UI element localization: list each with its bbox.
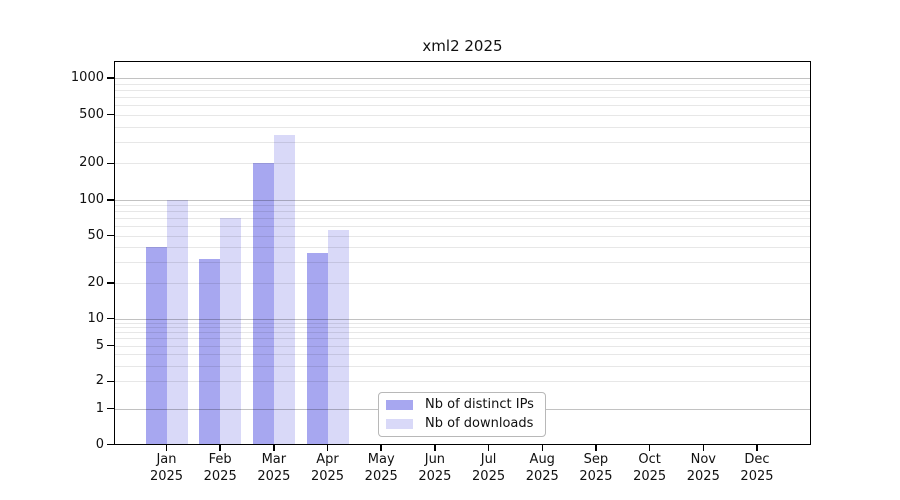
x-axis-tick-label: Nov 2025 [686,452,720,484]
y-tick-mark [107,317,114,320]
x-tick-mark [326,445,329,451]
gridline-minor [114,96,811,98]
gridline-minor [114,282,811,284]
plot-area [114,61,811,445]
x-tick-mark [702,445,705,451]
gridline-minor [114,261,811,263]
gridline-minor [114,163,811,165]
y-tick-mark [107,113,114,116]
y-axis-tick-label: 2 [95,373,104,389]
x-axis-tick-label: May 2025 [364,452,398,484]
gridline-minor [114,218,811,220]
y-tick-mark [107,380,114,383]
legend-item-downloads: Nb of downloads [386,416,545,432]
grid-layer [114,61,811,445]
y-axis-tick-label: 50 [87,227,104,243]
x-tick-mark [541,445,543,451]
gridline-minor [114,365,811,367]
gridline-minor [114,247,811,249]
gridline-major [114,318,811,320]
bar-nb-of-downloads [220,217,242,445]
gridline-minor [114,105,811,107]
legend-swatch-distinct-ips [386,400,413,410]
gridline-minor [114,83,811,85]
bar-nb-of-distinct-ips [199,258,221,445]
gridline-minor [114,381,811,383]
bar-nb-of-downloads [327,229,349,445]
gridline-minor [114,205,811,207]
y-tick-mark [107,162,114,165]
gridline-minor [114,332,811,334]
gridline-minor [114,114,811,116]
x-axis-tick-label: Sep 2025 [579,452,613,484]
x-tick-mark [273,445,275,451]
y-axis-tick-label: 200 [79,155,104,171]
bar-nb-of-downloads [273,135,295,445]
gridline-major [114,78,811,79]
gridline-minor [114,354,811,356]
x-tick-mark [648,445,651,451]
x-tick-mark [487,445,490,451]
x-axis-tick-label: Jan 2025 [149,452,184,484]
legend-item-distinct-ips: Nb of distinct IPs [386,397,545,413]
bar-nb-of-distinct-ips [145,247,167,445]
gridline-minor [114,126,811,128]
y-axis-tick-label: 1000 [70,70,104,85]
x-axis-tick-label: Dec 2025 [740,452,774,484]
y-axis-tick-label: 10 [87,310,104,326]
legend-label-downloads: Nb of downloads [425,416,534,431]
gridline-minor [114,338,811,340]
x-axis-tick-label: Jun 2025 [418,452,452,484]
y-axis-tick-label: 500 [79,106,104,122]
x-axis-tick-label: Aug 2025 [525,452,559,484]
gridline-minor [114,327,811,329]
y-axis-tick-label: 1 [95,400,104,416]
gridline-minor [114,89,811,91]
y-tick-mark [107,77,114,79]
x-tick-mark [434,445,436,451]
gridline-minor [114,345,811,347]
gridline-minor [114,211,811,213]
y-tick-mark [107,407,114,410]
x-tick-mark [165,445,168,451]
x-tick-mark [380,445,382,451]
legend-label-distinct-ips: Nb of distinct IPs [425,397,534,412]
gridline-major [114,200,811,201]
legend: Nb of distinct IPs Nb of downloads [378,392,546,437]
y-axis-tick-label: 100 [79,192,104,207]
x-tick-mark [219,445,221,451]
x-axis-tick-label: Apr 2025 [310,452,345,484]
bar-nb-of-distinct-ips [306,252,328,445]
gridline-minor [114,226,811,228]
y-axis-tick-label: 5 [95,337,104,353]
y-tick-mark [107,344,114,347]
bar-nb-of-distinct-ips [252,163,274,445]
y-axis-tick-label: 0 [95,436,104,452]
y-tick-mark [107,282,114,284]
x-tick-mark [756,445,758,451]
y-tick-mark [107,199,114,201]
x-axis-tick-label: Jul 2025 [472,452,506,484]
bar-nb-of-downloads [166,200,188,445]
gridline-minor [114,235,811,237]
y-tick-mark [107,443,114,446]
x-tick-mark [595,445,597,451]
legend-swatch-downloads [386,419,413,429]
gridline-minor [114,141,811,143]
gridline-minor [114,322,811,324]
y-tick-mark [107,234,114,237]
x-axis-tick-label: Oct 2025 [633,452,667,484]
bars-layer [114,61,811,445]
chart-title: xml2 2025 [422,37,503,55]
x-axis-tick-label: Feb 2025 [203,452,237,484]
x-axis-tick-label: Mar 2025 [257,452,291,484]
y-axis-tick-label: 20 [87,274,104,290]
